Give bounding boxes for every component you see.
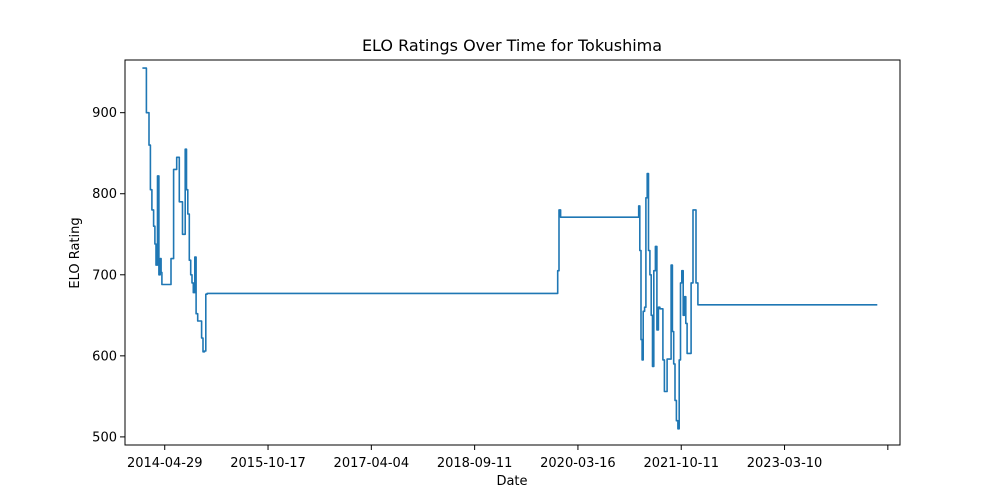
x-tick-label: 2014-04-29 (127, 456, 203, 471)
y-axis-label: ELO Rating (68, 217, 83, 288)
y-axis: 500 600 700 800 900 (92, 106, 125, 445)
series-line-tokushima-elo (142, 67, 878, 430)
y-tick-label: 800 (92, 187, 117, 202)
y-tick-label: 700 (92, 268, 117, 283)
x-tick-label: 2020-03-16 (540, 456, 616, 471)
x-tick-label: 2017-04-04 (334, 456, 410, 471)
y-tick-label: 600 (92, 349, 117, 364)
x-tick-label: 2023-03-10 (747, 456, 823, 471)
x-axis-label: Date (496, 474, 527, 489)
y-tick-label: 900 (92, 106, 117, 121)
plot-frame (124, 59, 901, 446)
x-tick-label: 2015-10-17 (230, 456, 306, 471)
y-tick-label: 500 (92, 430, 117, 445)
chart-title: ELO Ratings Over Time for Tokushima (362, 36, 662, 55)
x-tick-label: 2021-10-11 (643, 456, 719, 471)
x-tick-label: 2018-09-11 (437, 456, 513, 471)
x-axis: 2014-04-29 2015-10-17 2017-04-04 2018-09-11… (127, 445, 889, 471)
